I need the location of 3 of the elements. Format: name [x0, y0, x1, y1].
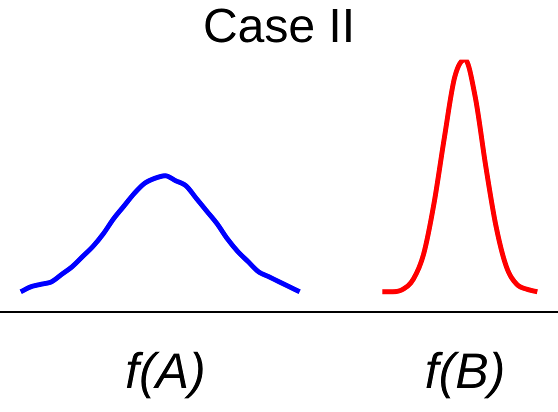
series-label: f(A)	[125, 342, 206, 399]
chart-title: Case II	[202, 0, 356, 54]
series-label: f(B)	[424, 342, 506, 399]
